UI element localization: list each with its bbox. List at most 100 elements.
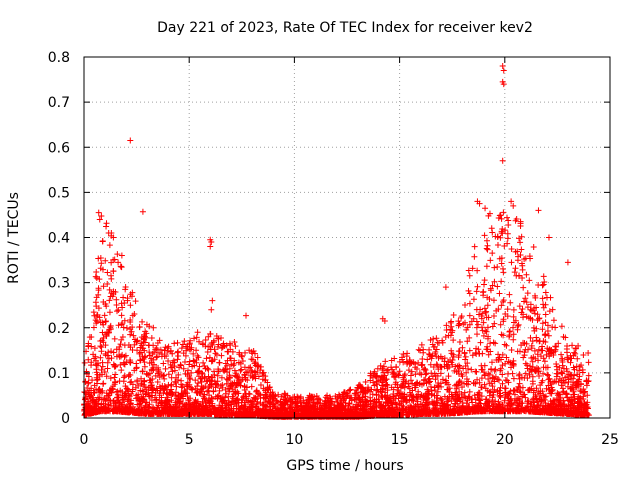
data-point (101, 312, 108, 319)
data-point (531, 310, 538, 317)
data-point (491, 264, 498, 271)
data-point (178, 384, 185, 391)
data-point (235, 359, 242, 366)
data-point (475, 389, 482, 396)
data-points (81, 63, 592, 420)
data-point (546, 308, 553, 315)
data-point (104, 269, 111, 276)
data-point (409, 380, 416, 387)
data-point (238, 352, 245, 359)
data-point (257, 382, 264, 389)
data-point (569, 342, 576, 349)
data-point (205, 373, 212, 380)
data-point (462, 356, 469, 363)
data-point (207, 346, 214, 353)
data-point (533, 385, 540, 392)
data-point (478, 375, 485, 382)
data-point (196, 363, 203, 370)
data-point (466, 312, 473, 319)
data-point (105, 355, 112, 362)
data-point (473, 324, 480, 331)
data-point (439, 376, 446, 383)
data-point (90, 309, 97, 316)
data-point (468, 366, 475, 373)
data-point (195, 380, 202, 387)
data-point (125, 387, 132, 394)
data-point (232, 343, 239, 350)
data-point (510, 336, 517, 343)
data-point (576, 367, 583, 374)
data-point (173, 383, 180, 390)
data-point (466, 272, 473, 279)
data-point (539, 320, 546, 327)
data-point (120, 378, 127, 385)
data-point (424, 356, 431, 363)
data-point (88, 334, 95, 341)
data-point (539, 295, 546, 302)
data-point (148, 335, 155, 342)
data-point (553, 360, 560, 367)
data-point (165, 371, 172, 378)
data-point (163, 390, 170, 397)
data-point (549, 324, 556, 331)
data-point (522, 394, 529, 401)
data-point (488, 225, 495, 232)
data-point (382, 358, 389, 365)
data-point (585, 359, 592, 366)
data-point (281, 392, 288, 399)
data-point (216, 387, 223, 394)
data-point (537, 353, 544, 360)
data-point (156, 349, 163, 356)
data-point (519, 266, 526, 273)
data-point (503, 354, 510, 361)
data-point (555, 391, 562, 398)
data-point (96, 276, 103, 283)
data-point (107, 322, 114, 329)
data-point (485, 376, 492, 383)
data-point (475, 321, 482, 328)
data-point (405, 367, 412, 374)
data-point (253, 388, 260, 395)
data-point (125, 341, 132, 348)
data-point (367, 370, 374, 377)
data-point (114, 251, 121, 258)
data-point (474, 331, 481, 338)
data-point (224, 362, 231, 369)
data-point (257, 367, 264, 374)
data-point (532, 294, 539, 301)
data-point (421, 365, 428, 372)
data-point (494, 242, 501, 249)
data-point (498, 215, 505, 222)
data-point (530, 243, 537, 250)
data-point (408, 368, 415, 375)
data-point (435, 366, 442, 373)
data-point (120, 396, 127, 403)
data-point (489, 383, 496, 390)
data-point (581, 389, 588, 396)
data-point (106, 242, 113, 249)
data-point (483, 328, 490, 335)
data-point (415, 359, 422, 366)
data-point (348, 394, 355, 401)
data-point (209, 357, 216, 364)
data-point (146, 352, 153, 359)
data-point (107, 375, 114, 382)
data-point (100, 380, 107, 387)
data-point (485, 351, 492, 358)
data-point (466, 300, 473, 307)
data-point (210, 388, 217, 395)
data-point (562, 334, 569, 341)
data-point (511, 391, 518, 398)
data-point (205, 387, 212, 394)
data-point (544, 328, 551, 335)
data-point (136, 356, 143, 363)
data-point (460, 321, 467, 328)
data-point (184, 367, 191, 374)
data-point (464, 397, 471, 404)
data-point (546, 375, 553, 382)
data-point (518, 246, 525, 253)
data-point (119, 304, 126, 311)
data-point (347, 386, 354, 393)
data-point (255, 373, 262, 380)
data-point (543, 351, 550, 358)
